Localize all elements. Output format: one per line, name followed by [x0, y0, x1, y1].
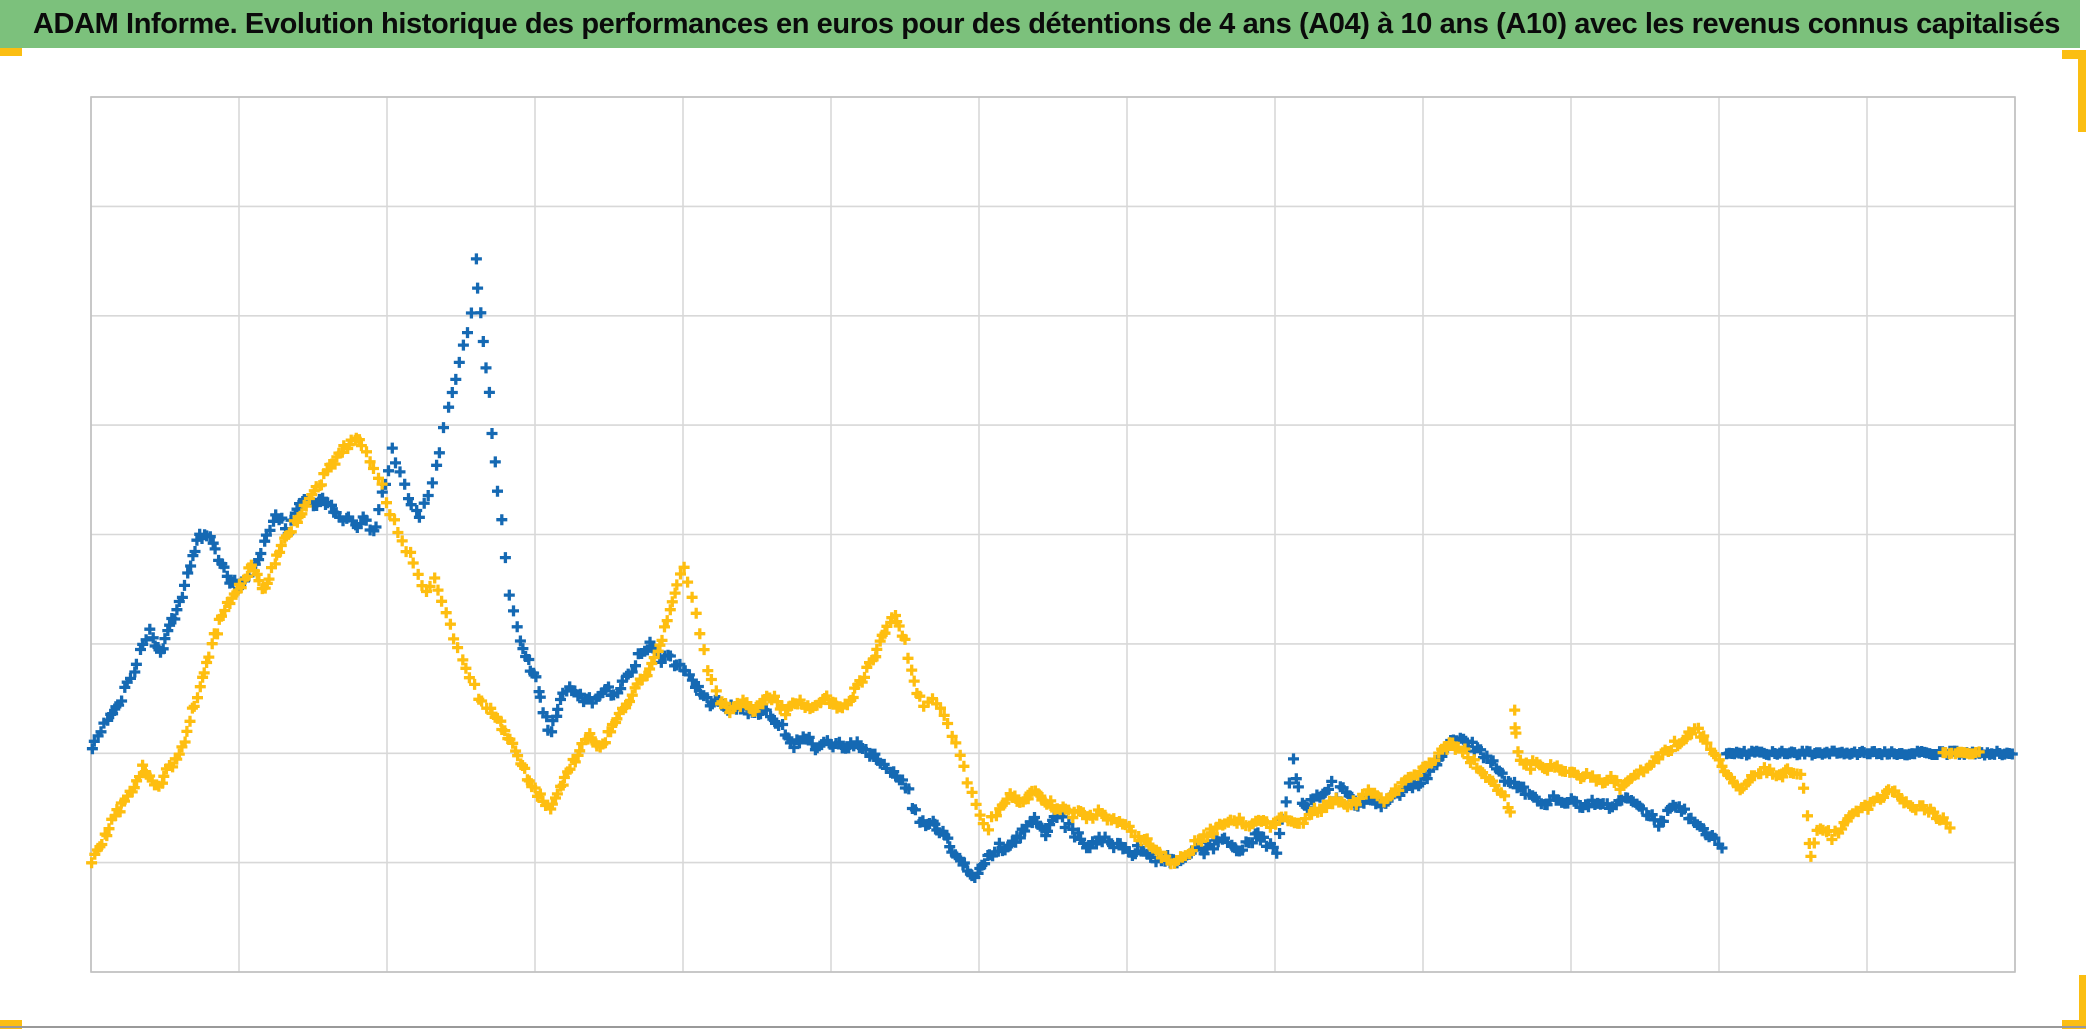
- series-gold-markers: [86, 432, 1985, 870]
- bottom-divider: [0, 1026, 2086, 1028]
- series-blue-markers: [86, 253, 2018, 883]
- title-bar: ADAM Informe. Evolution historique des p…: [0, 0, 2080, 48]
- plot-border: [90, 96, 2016, 973]
- chart-area: [0, 48, 2086, 1031]
- chart-grid: [90, 96, 2016, 973]
- performance-chart: [86, 96, 2018, 973]
- corner-mark-top-right-arm: [2078, 50, 2086, 132]
- page-title: ADAM Informe. Evolution historique des p…: [33, 7, 2060, 40]
- corner-mark-top-left: [0, 48, 22, 56]
- corner-mark-bottom-left: [0, 1020, 22, 1029]
- corner-mark-bottom-right-arm: [2079, 975, 2086, 1028]
- corner-mark-bottom-right: [2062, 1020, 2086, 1029]
- corner-mark-top-right: [2062, 50, 2086, 59]
